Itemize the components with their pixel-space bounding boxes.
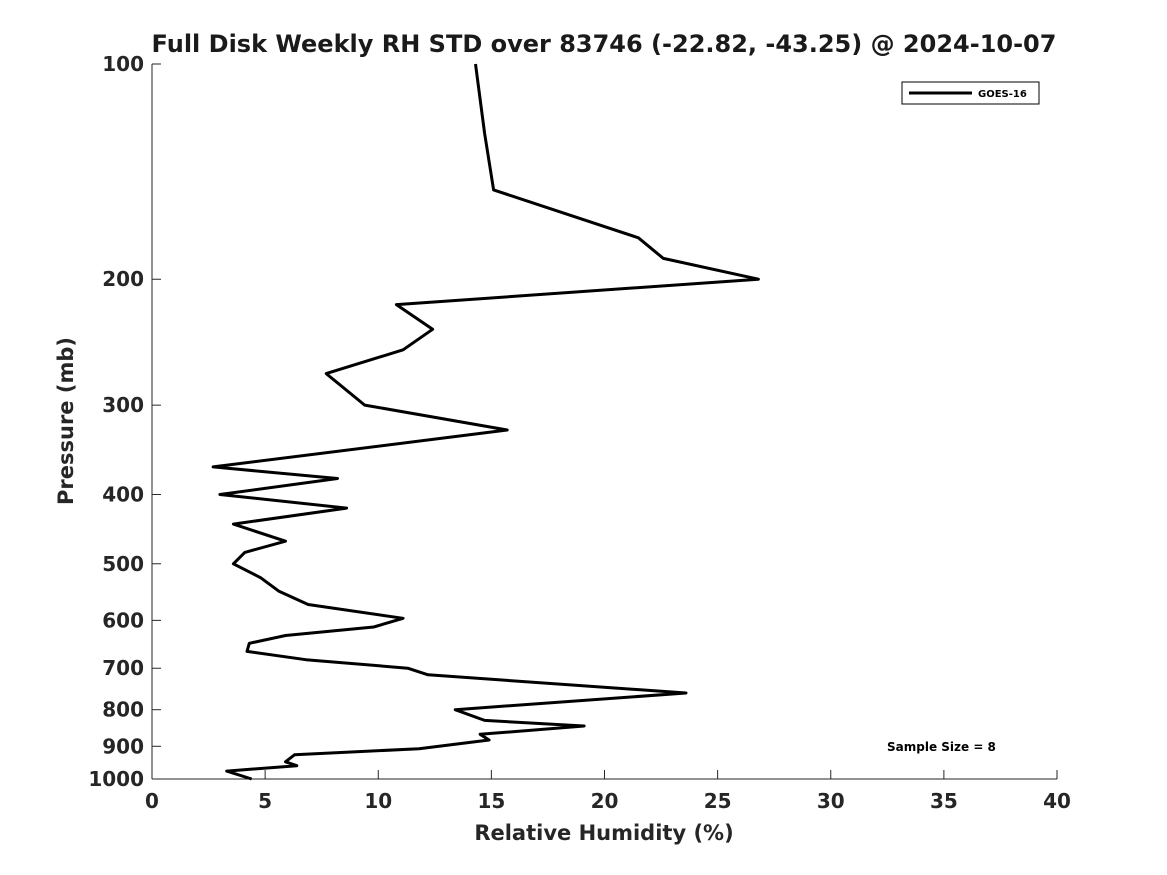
y-tick-label: 200 (102, 267, 144, 291)
y-tick-label: 1000 (88, 767, 144, 791)
y-tick-label: 900 (102, 734, 144, 758)
y-axis-ticks: 100 200 300 400 500 600 700 800 900 1000 (88, 52, 161, 791)
x-tick-label: 0 (145, 789, 159, 813)
x-tick-label: 20 (591, 789, 619, 813)
x-axis-label: Relative Humidity (%) (474, 821, 733, 845)
legend: GOES-16 (901, 81, 1040, 105)
plot-area: 0 5 10 15 20 25 30 35 40 100 200 300 400 500 600 700 80… (88, 52, 1071, 813)
series-layer (211, 63, 760, 781)
y-tick-label: 700 (102, 656, 144, 680)
x-tick-label: 35 (930, 789, 958, 813)
y-tick-label: 500 (102, 552, 144, 576)
x-tick-label: 30 (817, 789, 845, 813)
x-tick-label: 10 (364, 789, 392, 813)
y-axis-label: Pressure (mb) (54, 337, 78, 505)
y-tick-label: 800 (102, 698, 144, 722)
series-line-goes-16 (211, 63, 760, 781)
y-tick-label: 100 (102, 52, 144, 76)
x-tick-label: 25 (704, 789, 732, 813)
legend-label-goes-16: GOES-16 (978, 89, 1027, 100)
chart-title: Full Disk Weekly RH STD over 83746 (-22.… (152, 30, 1057, 58)
sample-size-annotation: Sample Size = 8 (887, 740, 996, 754)
y-tick-label: 600 (102, 608, 144, 632)
y-tick-label: 400 (102, 482, 144, 506)
x-axis-ticks: 0 5 10 15 20 25 30 35 40 (145, 770, 1071, 813)
x-tick-label: 5 (258, 789, 272, 813)
y-tick-label: 300 (102, 393, 144, 417)
x-tick-label: 40 (1043, 789, 1071, 813)
x-tick-label: 15 (477, 789, 505, 813)
